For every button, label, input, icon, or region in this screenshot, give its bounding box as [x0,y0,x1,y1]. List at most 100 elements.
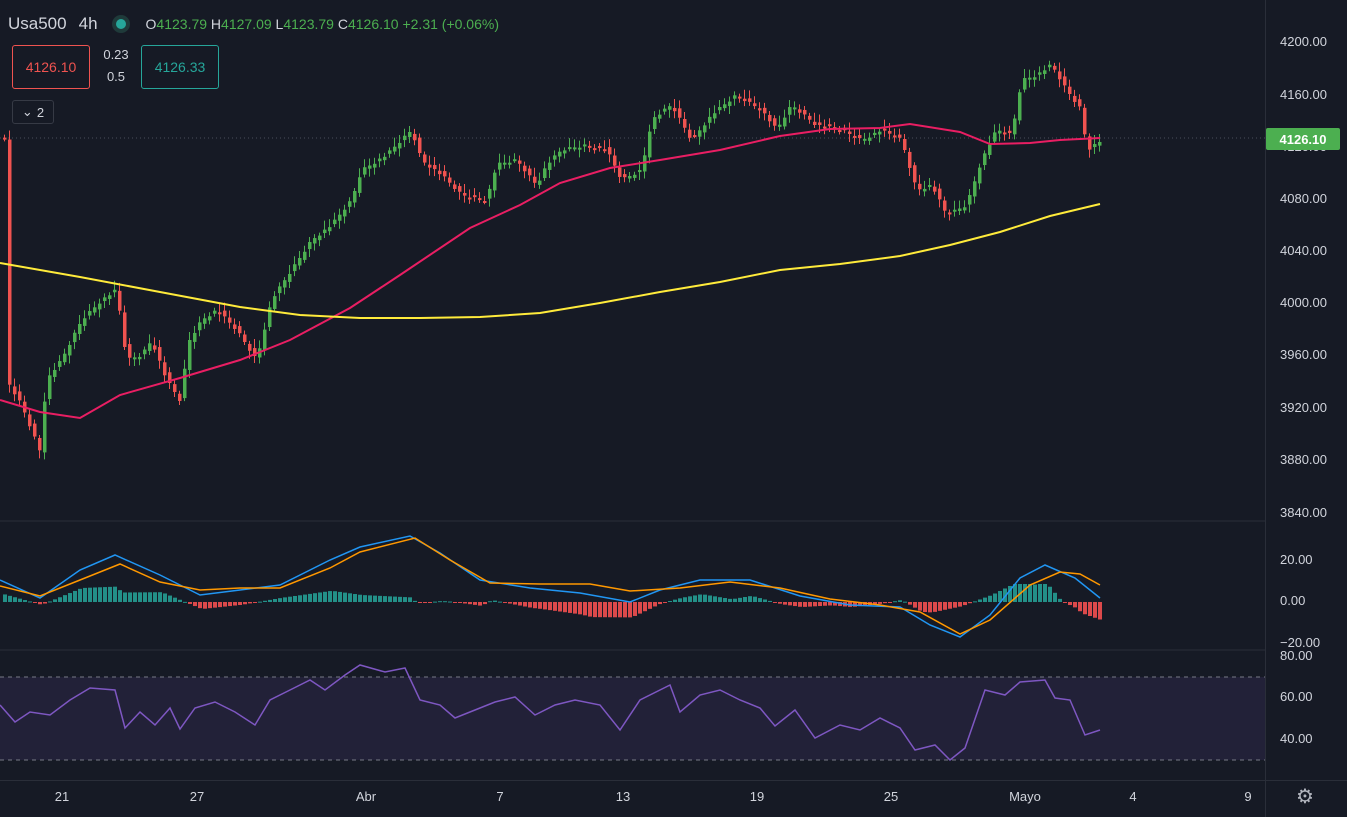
macd-histogram-bar [528,602,532,608]
candle-body [38,437,42,451]
macd-histogram-bar [53,599,57,602]
macd-histogram-bar [113,586,117,602]
ohlc-values: O4123.79 H4127.09 L4123.79 C4126.10 +2.3… [145,16,499,32]
candle-body [153,345,157,350]
candle-body [513,159,517,162]
candle-body [618,167,622,177]
candle-body [458,186,462,192]
macd-histogram-bar [1048,586,1052,602]
macd-histogram-bar [388,596,392,602]
candle-body [983,153,987,166]
macd-histogram-bar [123,592,127,602]
macd-histogram-bar [793,602,797,607]
candle-body [573,147,577,150]
candle-body [678,108,682,118]
candle-body [568,147,572,150]
macd-histogram-bar [653,602,657,607]
chevron-down-icon: ⌄ [21,104,33,119]
candle-body [173,384,177,392]
macd-histogram-bar [888,602,892,603]
macd-histogram-bar [288,596,292,602]
candle-body [583,144,587,147]
macd-histogram-bar [163,593,167,602]
macd-histogram-bar [468,602,472,605]
price-chart[interactable] [0,0,1265,780]
rsi-tick: 40.00 [1280,731,1313,746]
macd-histogram-bar [883,602,887,604]
macd-histogram-bar [338,591,342,602]
candle-body [953,209,957,212]
macd-histogram-bar [233,602,237,606]
candle-body [418,137,422,154]
macd-histogram-bar [903,601,907,603]
macd-histogram-bar [833,602,837,606]
candle-body [1058,71,1062,80]
candle-body [603,149,607,152]
macd-histogram-bar [493,600,497,602]
price-tick: 4080.00 [1280,191,1327,206]
price-tick: 4200.00 [1280,34,1327,49]
candle-body [443,171,447,177]
rsi-line [0,664,1101,762]
macd-histogram-bar [553,602,557,611]
time-tick: 27 [189,789,205,804]
candle-body [1043,70,1047,74]
macd-histogram-bar [33,602,37,603]
candle-body [738,96,742,99]
macd-histogram-bar [1023,584,1027,602]
candle-body [913,165,917,183]
candle-body [798,109,802,113]
candle-body [183,368,187,399]
candle-body [703,125,707,133]
last-price-tag: 4126.10 [1266,128,1340,150]
candle-body [1083,107,1087,135]
candle-body [563,150,567,154]
time-axis[interactable]: 21 27 Abr 7 13 19 25 Mayo 4 9 [0,780,1265,817]
candle-body [503,162,507,165]
macd-histogram-bar [463,602,467,604]
candle-body [468,197,472,200]
candle-body [518,160,522,164]
sell-button[interactable]: 4126.10 [12,45,90,89]
macd-histogram-bar [1053,592,1057,602]
candle-body [3,137,7,140]
macd-histogram-bar [273,599,277,602]
macd-histogram-bar [788,602,792,606]
symbol-name[interactable]: Usa500 [8,14,67,33]
time-tick: 9 [1244,789,1252,804]
buy-button[interactable]: 4126.33 [141,45,219,89]
macd-histogram-bar [673,599,677,602]
macd-histogram-bar [728,598,732,602]
price-tick: 4160.00 [1280,87,1327,102]
macd-histogram-bar [318,592,322,602]
macd-histogram-bar [963,602,967,606]
chart-area[interactable] [0,0,1265,780]
candle-body [578,147,582,150]
candle-body [673,107,677,112]
candle-body [93,307,97,313]
gear-icon[interactable]: ⚙ [1296,786,1314,808]
candle-body [123,312,127,347]
macd-histogram-bar [398,596,402,602]
macd-histogram-bar [1043,584,1047,602]
macd-histogram-bar [558,602,562,612]
candle-body [533,176,537,183]
macd-histogram-bar [678,598,682,602]
price-axis[interactable]: 4200.004160.004120.004080.004040.004000.… [1265,0,1347,780]
macd-histogram-bar [403,597,407,602]
candle-body [963,207,967,211]
macd-histogram-bar [473,602,477,605]
indicators-toggle[interactable]: ⌄ 2 [12,100,54,124]
macd-histogram-bar [823,602,827,606]
candle-body [528,168,532,176]
candle-body [968,195,972,205]
macd-histogram-bar [58,597,62,602]
macd-histogram-bar [68,593,72,602]
candle-body [863,138,867,141]
macd-histogram-bar [708,595,712,602]
timeframe[interactable]: 4h [78,14,98,33]
candle-body [413,133,417,141]
candle-body [588,145,592,148]
candle-body [593,148,597,151]
macd-histogram-bar [968,602,972,604]
